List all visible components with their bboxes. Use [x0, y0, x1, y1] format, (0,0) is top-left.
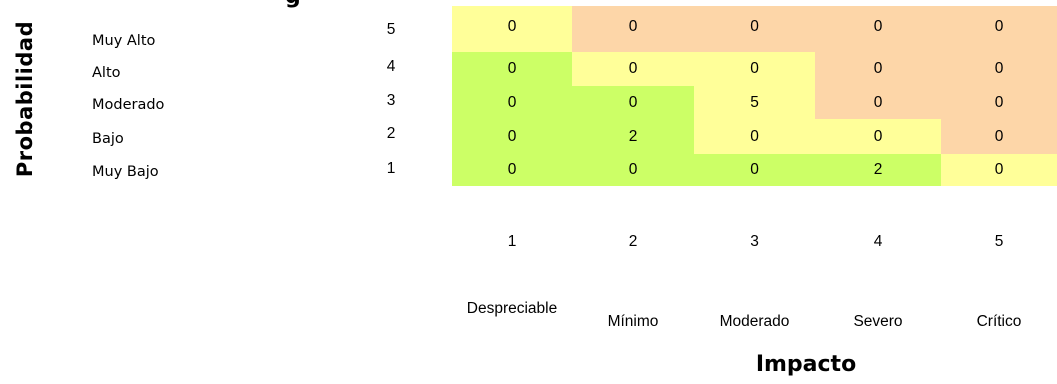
matrix-cell: 0	[815, 86, 941, 119]
matrix-cell: 0	[694, 119, 815, 154]
matrix-cell: 0	[815, 52, 941, 86]
matrix-cell: 0	[694, 52, 815, 86]
column-level: 4	[873, 233, 883, 250]
x-axis-label: Impacto	[755, 352, 857, 377]
matrix-cell: 0	[572, 6, 694, 52]
matrix-cell: 0	[941, 6, 1057, 52]
column-level: 1	[507, 233, 517, 250]
matrix-cell: 0	[941, 154, 1057, 186]
column-category: Severo	[853, 313, 903, 330]
row-label: Alto	[92, 65, 121, 81]
matrix-cell: 0	[694, 6, 815, 52]
row-level: 1	[386, 160, 396, 177]
matrix-cell: 0	[815, 119, 941, 154]
column-level: 5	[994, 233, 1004, 250]
clipped-title-fragment: g	[285, 0, 301, 9]
matrix-cell: 0	[572, 86, 694, 119]
row-level: 2	[386, 125, 396, 142]
matrix-cell: 2	[572, 119, 694, 154]
matrix-cell: 0	[452, 6, 572, 52]
y-axis-label: Probabilidad	[13, 20, 37, 178]
column-level: 3	[750, 233, 759, 250]
matrix-cell: 0	[572, 52, 694, 86]
column-category: Mínimo	[607, 313, 659, 330]
column-category: Crítico	[976, 313, 1022, 330]
matrix-cell: 0	[452, 52, 572, 86]
row-label: Bajo	[92, 131, 124, 147]
matrix-cell: 2	[815, 154, 941, 186]
row-level: 5	[386, 21, 396, 38]
row-label: Moderado	[92, 97, 165, 113]
matrix-cell: 0	[815, 6, 941, 52]
matrix-cell: 0	[941, 86, 1057, 119]
column-level: 2	[628, 233, 638, 250]
matrix-cell: 0	[694, 154, 815, 186]
matrix-cell: 0	[941, 52, 1057, 86]
column-category: Moderado	[719, 313, 790, 330]
row-level: 3	[386, 92, 396, 109]
matrix-cell: 5	[694, 86, 815, 119]
row-label: Muy Bajo	[92, 164, 159, 180]
matrix-cell: 0	[452, 86, 572, 119]
matrix-cell: 0	[452, 119, 572, 154]
matrix-cell: 0	[452, 154, 572, 186]
matrix-cell: 0	[941, 119, 1057, 154]
row-level: 4	[386, 58, 396, 75]
row-label: Muy Alto	[92, 33, 156, 49]
column-category: Despreciable	[466, 300, 558, 317]
matrix-cell: 0	[572, 154, 694, 186]
